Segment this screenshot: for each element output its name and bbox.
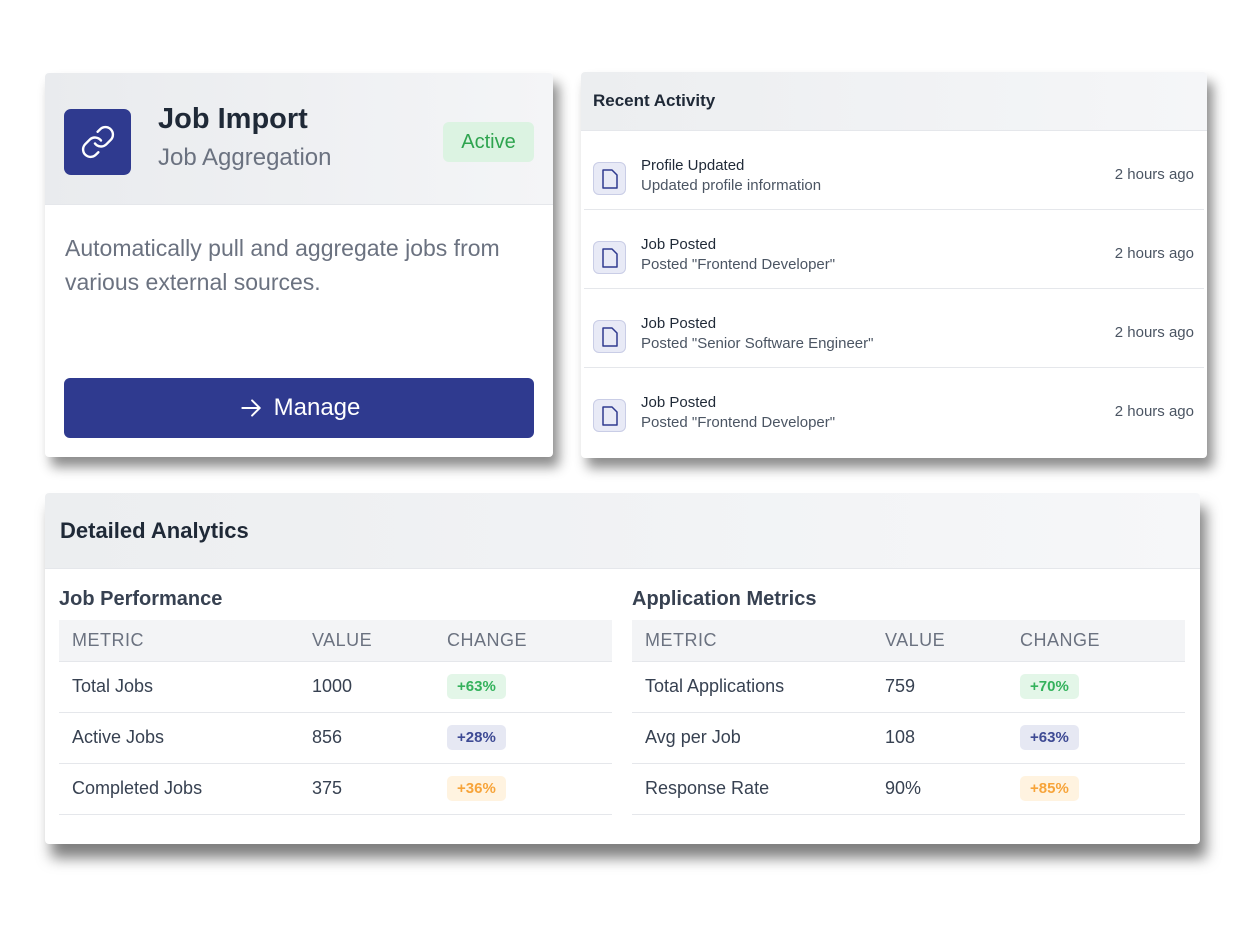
job-import-card: Job Import Job Aggregation Active Automa… — [45, 73, 553, 457]
change-badge: +63% — [1020, 725, 1079, 750]
metric-cell: Response Rate — [632, 763, 885, 815]
section-title: Job Performance — [59, 588, 223, 610]
value-cell: 108 — [885, 712, 1020, 764]
activity-item[interactable]: Job Posted Posted "Frontend Developer" 2 h… — [584, 210, 1204, 289]
value-cell: 856 — [312, 712, 447, 764]
column-header: VALUE — [885, 620, 1020, 662]
column-header: CHANGE — [447, 620, 612, 662]
change-badge: +28% — [447, 725, 506, 750]
manage-button[interactable]: Manage — [64, 378, 534, 438]
change-cell: +85% — [1020, 763, 1185, 815]
activity-item[interactable]: Profile Updated Updated profile informati… — [584, 131, 1204, 210]
change-cell: +36% — [447, 763, 612, 815]
change-badge: +85% — [1020, 776, 1079, 801]
job-performance-table: METRIC VALUE CHANGE Total Jobs 1000 +63% Ac… — [59, 620, 612, 815]
change-badge: +63% — [447, 674, 506, 699]
change-cell: +63% — [1020, 712, 1185, 764]
table-row: Total Applications 759 +70% — [632, 661, 1185, 713]
activity-item-subtitle: Posted "Senior Software Engineer" — [641, 335, 874, 352]
table-row: Total Jobs 1000 +63% — [59, 661, 612, 713]
activity-item-title: Job Posted — [641, 236, 717, 253]
activity-item-time: 2 hours ago — [1114, 403, 1194, 420]
status-badge: Active — [443, 122, 534, 162]
activity-item-subtitle: Updated profile information — [641, 177, 822, 194]
activity-item-time: 2 hours ago — [1114, 324, 1194, 341]
metric-cell: Total Jobs — [59, 661, 312, 713]
value-cell: 1000 — [312, 661, 447, 713]
column-header: METRIC — [632, 620, 885, 662]
recent-activity-panel: Recent Activity Profile Updated Updated p… — [581, 72, 1207, 458]
change-cell: +70% — [1020, 661, 1185, 713]
table-row: Avg per Job 108 +63% — [632, 712, 1185, 764]
activity-item-subtitle: Posted "Frontend Developer" — [641, 414, 836, 431]
activity-item[interactable]: Job Posted Posted "Senior Software Engine… — [584, 289, 1204, 368]
detailed-analytics-panel: Detailed Analytics Job Performance METRI… — [45, 493, 1200, 844]
activity-item-time: 2 hours ago — [1114, 166, 1194, 183]
card-description: Automatically pull and aggregate jobs fr… — [65, 235, 500, 295]
link-icon — [64, 109, 131, 175]
application-metrics-table: METRIC VALUE CHANGE Total Applications 75… — [632, 620, 1185, 815]
activity-item-subtitle: Posted "Frontend Developer" — [641, 256, 836, 273]
file-icon — [593, 162, 626, 195]
activity-item-title: Job Posted — [641, 315, 717, 332]
section-title: Application Metrics — [632, 588, 817, 610]
activity-item[interactable]: Job Posted Posted "Frontend Developer" 2 h… — [584, 368, 1204, 447]
value-cell: 375 — [312, 763, 447, 815]
file-icon — [593, 241, 626, 274]
change-cell: +63% — [447, 661, 612, 713]
column-header: VALUE — [312, 620, 447, 662]
metric-cell: Active Jobs — [59, 712, 312, 764]
column-header: METRIC — [59, 620, 312, 662]
file-icon — [593, 399, 626, 432]
value-cell: 90% — [885, 763, 1020, 815]
column-header: CHANGE — [1020, 620, 1185, 662]
metric-cell: Avg per Job — [632, 712, 885, 764]
change-badge: +36% — [447, 776, 506, 801]
table-row: Active Jobs 856 +28% — [59, 712, 612, 764]
file-icon — [593, 320, 626, 353]
job-performance-section: Job Performance METRIC VALUE CHANGE Tota… — [59, 588, 612, 815]
manage-label: Manage — [273, 394, 361, 421]
table-row: Response Rate 90% +85% — [632, 763, 1185, 815]
card-title: Job Import — [158, 103, 308, 135]
metric-cell: Completed Jobs — [59, 763, 312, 815]
metric-cell: Total Applications — [632, 661, 885, 713]
activity-item-title: Job Posted — [641, 394, 717, 411]
activity-title: Recent Activity — [581, 72, 1207, 131]
table-row: Completed Jobs 375 +36% — [59, 763, 612, 815]
change-cell: +28% — [447, 712, 612, 764]
analytics-title: Detailed Analytics — [45, 493, 1200, 569]
job-import-header: Job Import Job Aggregation Active — [45, 73, 553, 205]
application-metrics-section: Application Metrics METRIC VALUE CHANGE … — [632, 588, 1185, 815]
arrow-right-icon — [240, 399, 261, 417]
value-cell: 759 — [885, 661, 1020, 713]
activity-item-title: Profile Updated — [641, 157, 745, 174]
card-subtitle: Job Aggregation — [158, 144, 332, 171]
activity-item-time: 2 hours ago — [1114, 245, 1194, 262]
change-badge: +70% — [1020, 674, 1079, 699]
